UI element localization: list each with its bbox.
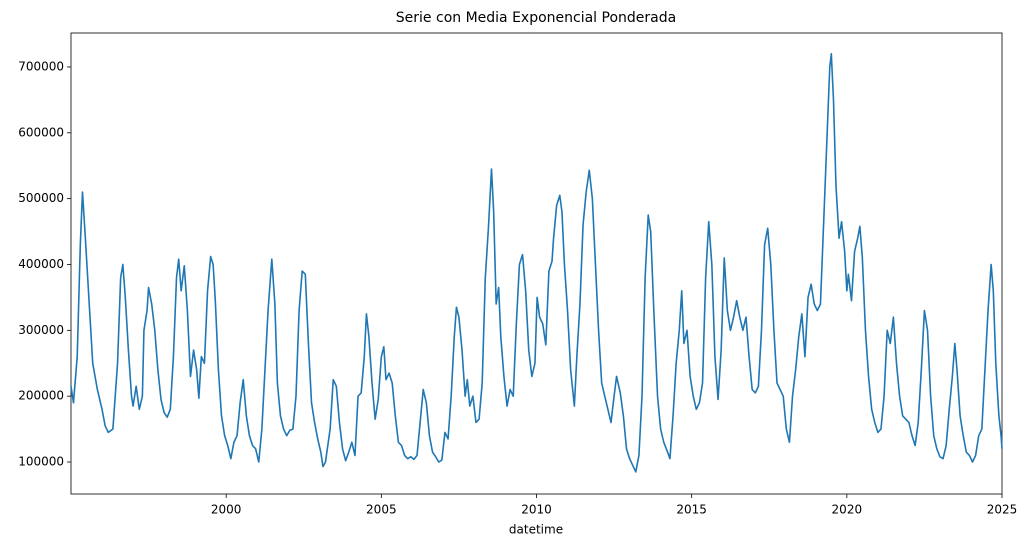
y-tick-label: 600000 <box>18 125 64 139</box>
y-tick-label: 700000 <box>18 59 64 73</box>
y-tick-label: 500000 <box>18 191 64 205</box>
series-line <box>70 53 1003 473</box>
y-tick-label: 400000 <box>18 257 64 271</box>
x-tick-label: 2010 <box>521 503 552 517</box>
x-tick-label: 2025 <box>987 503 1018 517</box>
y-tick-label: 300000 <box>18 323 64 337</box>
y-tick-label: 200000 <box>18 389 64 403</box>
y-tick-label: 100000 <box>18 455 64 469</box>
chart-title: Serie con Media Exponencial Ponderada <box>396 10 676 26</box>
x-tick-label: 2000 <box>211 503 242 517</box>
x-axis-label: datetime <box>509 523 563 537</box>
x-tick-label: 2015 <box>676 503 707 517</box>
x-tick-label: 2020 <box>832 503 863 517</box>
x-tick-label: 2005 <box>366 503 397 517</box>
